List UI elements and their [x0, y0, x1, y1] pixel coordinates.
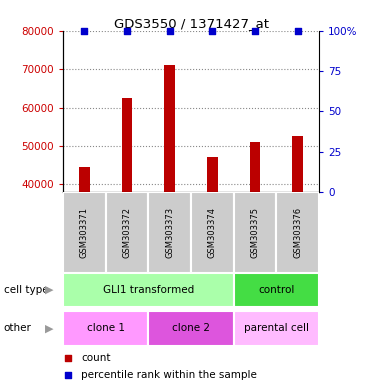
Point [124, 28, 130, 34]
Text: GSM303372: GSM303372 [122, 207, 132, 258]
Text: count: count [81, 353, 111, 363]
Bar [276, 192, 319, 273]
Point [295, 28, 301, 34]
Bar [63, 192, 106, 273]
Bar [63, 311, 148, 346]
Point [252, 28, 258, 34]
Bar [207, 157, 218, 192]
Text: GSM303371: GSM303371 [80, 207, 89, 258]
Text: clone 2: clone 2 [172, 323, 210, 333]
Text: GSM303375: GSM303375 [250, 207, 260, 258]
Text: other: other [4, 323, 32, 333]
Text: control: control [258, 285, 295, 295]
Bar [148, 311, 234, 346]
Text: parental cell: parental cell [244, 323, 309, 333]
Bar [79, 167, 90, 192]
Bar [122, 98, 132, 192]
Text: cell type: cell type [4, 285, 48, 295]
Bar [234, 311, 319, 346]
Text: GLI1 transformed: GLI1 transformed [103, 285, 194, 295]
Bar [250, 142, 260, 192]
Text: GSM303376: GSM303376 [293, 207, 302, 258]
Text: percentile rank within the sample: percentile rank within the sample [81, 370, 257, 381]
Bar [234, 192, 276, 273]
Point [210, 28, 216, 34]
Bar [191, 192, 234, 273]
Title: GDS3550 / 1371427_at: GDS3550 / 1371427_at [114, 17, 269, 30]
Point [82, 28, 88, 34]
Text: clone 1: clone 1 [87, 323, 125, 333]
Text: ▶: ▶ [45, 323, 54, 333]
Bar [234, 273, 319, 307]
Text: GSM303373: GSM303373 [165, 207, 174, 258]
Bar [164, 65, 175, 192]
Point [234, 285, 240, 291]
Point [234, 128, 240, 134]
Bar [63, 273, 234, 307]
Bar [106, 192, 148, 273]
Text: ▶: ▶ [45, 285, 54, 295]
Bar [148, 192, 191, 273]
Point [167, 28, 173, 34]
Text: GSM303374: GSM303374 [208, 207, 217, 258]
Bar [292, 136, 303, 192]
